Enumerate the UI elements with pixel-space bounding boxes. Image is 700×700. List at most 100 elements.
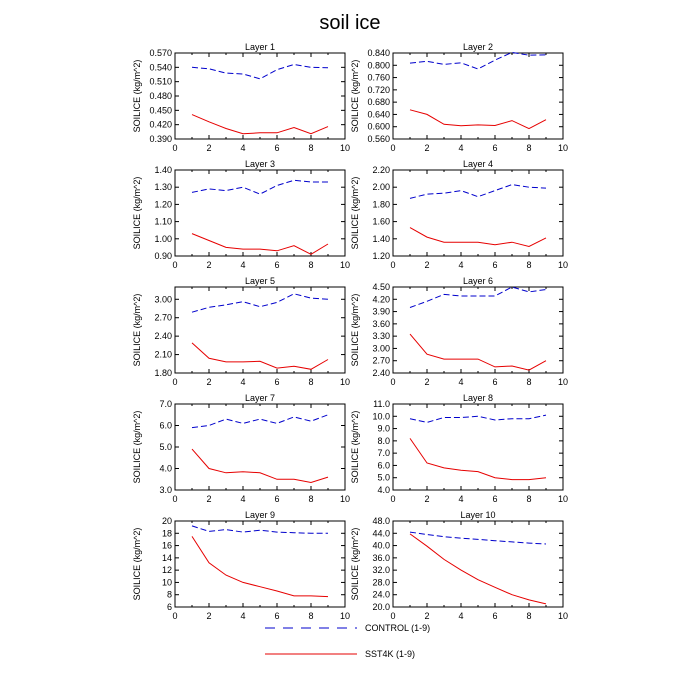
x-tick-label: 10	[558, 260, 568, 270]
x-tick-label: 2	[424, 143, 429, 153]
y-tick-label: 16	[162, 541, 172, 551]
y-tick-label: 2.70	[154, 313, 172, 323]
y-tick-label: 10	[162, 577, 172, 587]
y-tick-label: 0.90	[154, 251, 172, 261]
x-tick-label: 8	[308, 260, 313, 270]
y-tick-label: 2.40	[372, 368, 390, 378]
x-tick-label: 6	[274, 377, 279, 387]
y-tick-label: 2.00	[372, 182, 390, 192]
y-axis-label: SOILICE (kg/m^2)	[350, 411, 360, 484]
legend: CONTROL (1-9) SST4K (1-9)	[265, 623, 430, 659]
x-tick-label: 0	[390, 494, 395, 504]
y-tick-label: 2.20	[372, 165, 390, 175]
y-tick-label: 8.0	[377, 436, 390, 446]
y-tick-label: 32.0	[372, 565, 390, 575]
x-tick-label: 2	[424, 494, 429, 504]
x-tick-label: 6	[492, 494, 497, 504]
y-tick-label: 0.640	[367, 109, 390, 119]
legend-sst4k-label: SST4K (1-9)	[365, 649, 415, 659]
x-tick-label: 2	[424, 260, 429, 270]
x-tick-label: 2	[206, 377, 211, 387]
sst4k-series-line	[409, 109, 547, 130]
x-tick-label: 0	[390, 260, 395, 270]
x-tick-label: 10	[558, 611, 568, 621]
y-tick-label: 0.600	[367, 122, 390, 132]
sst4k-series-line	[409, 333, 547, 371]
y-tick-label: 7.0	[159, 399, 172, 409]
x-tick-label: 2	[206, 611, 211, 621]
y-tick-label: 0.540	[149, 62, 172, 72]
y-tick-label: 14	[162, 553, 172, 563]
control-series-line	[191, 414, 329, 429]
panel-layer-9: Layer 9 0 2 4 6 8 10 6 8 10 12 14 16 18 20 SOILICE (kg/…	[132, 510, 350, 621]
y-tick-label: 40.0	[372, 541, 390, 551]
panel-title: Layer 9	[245, 510, 275, 520]
x-tick-label: 4	[240, 260, 245, 270]
x-tick-label: 0	[172, 377, 177, 387]
x-tick-label: 4	[458, 611, 463, 621]
y-tick-label: 2.40	[154, 331, 172, 341]
y-tick-label: 6.0	[159, 421, 172, 431]
y-tick-label: 1.10	[154, 217, 172, 227]
y-tick-label: 0.800	[367, 60, 390, 70]
x-tick-label: 10	[340, 260, 350, 270]
y-axis-label: SOILICE (kg/m^2)	[132, 177, 142, 250]
x-tick-label: 6	[492, 377, 497, 387]
plot-frame	[174, 169, 346, 257]
control-series-line	[409, 286, 547, 308]
x-tick-label: 2	[206, 260, 211, 270]
sst4k-series-line	[191, 233, 329, 255]
y-tick-label: 3.90	[372, 307, 390, 317]
sst4k-series-line	[409, 227, 547, 248]
y-tick-label: 0.390	[149, 134, 172, 144]
panel-title: Layer 7	[245, 393, 275, 403]
x-tick-label: 8	[526, 260, 531, 270]
plot-frame	[174, 520, 346, 608]
panel-title: Layer 2	[463, 42, 493, 52]
x-tick-label: 4	[240, 143, 245, 153]
y-tick-label: 10.0	[372, 411, 390, 421]
plot-frame	[174, 403, 346, 491]
y-tick-label: 0.680	[367, 97, 390, 107]
y-axis-label: SOILICE (kg/m^2)	[132, 294, 142, 367]
x-tick-label: 10	[340, 143, 350, 153]
panel-layer-10: Layer 10 0 2 4 6 8 10 20.0 24.0 28.0 32.0 36.0 40.0 4…	[350, 510, 568, 621]
y-tick-label: 3.00	[154, 294, 172, 304]
x-tick-label: 2	[424, 611, 429, 621]
panel-layer-4: Layer 4 0 2 4 6 8 10 1.20 1.40 1.60 1.80 2.00 2.20 SO…	[350, 159, 568, 270]
y-tick-label: 0.840	[367, 48, 390, 58]
y-tick-label: 24.0	[372, 590, 390, 600]
y-tick-label: 0.760	[367, 73, 390, 83]
y-tick-label: 36.0	[372, 553, 390, 563]
x-tick-label: 8	[526, 494, 531, 504]
x-tick-label: 4	[240, 494, 245, 504]
y-tick-label: 48.0	[372, 516, 390, 526]
x-tick-label: 0	[390, 611, 395, 621]
y-tick-label: 12	[162, 565, 172, 575]
panel-layer-3: Layer 3 0 2 4 6 8 10 0.90 1.00 1.10 1.20 1.30 1.40 SO…	[132, 159, 350, 270]
legend-control-label: CONTROL (1-9)	[365, 623, 430, 633]
plot-frame	[392, 286, 564, 374]
y-tick-label: 0.510	[149, 77, 172, 87]
sst4k-series-line	[191, 114, 329, 135]
plot-frame	[392, 52, 564, 140]
y-tick-label: 44.0	[372, 528, 390, 538]
x-tick-label: 8	[526, 377, 531, 387]
y-tick-label: 5.0	[159, 442, 172, 452]
y-tick-label: 3.00	[372, 343, 390, 353]
x-tick-label: 10	[340, 377, 350, 387]
panel-layer-5: Layer 5 0 2 4 6 8 10 1.80 2.10 2.40 2.70 3.00 SOILIC…	[132, 276, 350, 387]
panel-title: Layer 4	[463, 159, 493, 169]
x-tick-label: 4	[458, 143, 463, 153]
x-tick-label: 4	[458, 377, 463, 387]
panel-layer-2: Layer 2 0 2 4 6 8 10 0.560 0.600 0.640 0.680 0.720 0…	[350, 42, 568, 153]
sst4k-series-line	[191, 536, 329, 598]
y-tick-label: 0.560	[367, 134, 390, 144]
x-tick-label: 10	[340, 494, 350, 504]
x-tick-label: 0	[390, 143, 395, 153]
y-tick-label: 1.30	[154, 182, 172, 192]
panel-title: Layer 6	[463, 276, 493, 286]
y-tick-label: 5.0	[377, 473, 390, 483]
y-axis-label: SOILICE (kg/m^2)	[350, 60, 360, 133]
plot-frame	[392, 169, 564, 257]
